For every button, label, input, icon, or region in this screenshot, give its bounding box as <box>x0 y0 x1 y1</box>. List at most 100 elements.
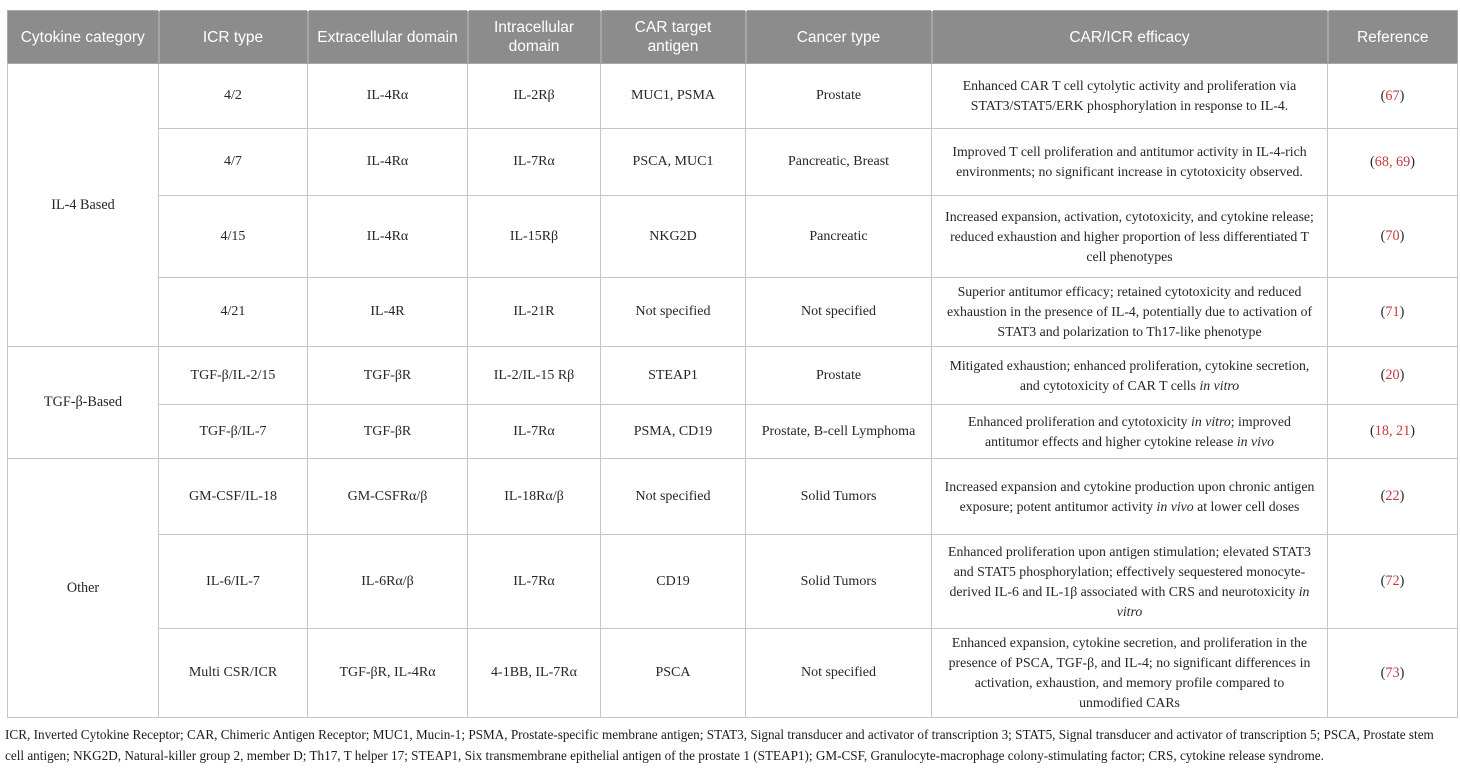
cell-reference: (18, 21) <box>1327 404 1458 459</box>
cell-extracellular: IL-4Rα <box>307 195 468 278</box>
cell-efficacy: Increased expansion and cytokine product… <box>931 458 1328 535</box>
cell-efficacy: Improved T cell proliferation and antitu… <box>931 128 1328 196</box>
cell-efficacy: Superior antitumor efficacy; retained cy… <box>931 277 1328 347</box>
cell-efficacy: Enhanced expansion, cytokine secretion, … <box>931 628 1328 718</box>
cell-extracellular: IL-4Rα <box>307 128 468 196</box>
cell-reference: (72) <box>1327 534 1458 629</box>
cell-reference: (70) <box>1327 195 1458 278</box>
cell-antigen: NKG2D <box>600 195 746 278</box>
cell-reference: (68, 69) <box>1327 128 1458 196</box>
cell-cancer: Pancreatic <box>745 195 932 278</box>
cell-cancer: Prostate <box>745 346 932 405</box>
table-row: 4/21 IL-4R IL-21R Not specified Not specifie… <box>8 277 1458 347</box>
table-row: Other GM-CSF/IL-18 GM-CSFRα/β IL-18Rα/β Not … <box>7 458 1458 718</box>
citation-link[interactable]: 18 <box>1374 423 1389 439</box>
citation-link[interactable]: 73 <box>1385 664 1400 681</box>
col-header-category: Cytokine category <box>7 10 159 64</box>
cell-antigen: Not specified <box>600 277 746 347</box>
cell-intracellular: IL-7Rα <box>467 128 601 196</box>
citation-link[interactable]: 72 <box>1385 573 1400 589</box>
cell-reference: (20) <box>1327 346 1458 405</box>
cell-cancer: Solid Tumors <box>745 458 932 535</box>
cell-icr_type: 4/15 <box>158 195 308 278</box>
cell-intracellular: 4-1BB, IL-7Rα <box>467 628 601 718</box>
cell-icr_type: TGF-β/IL-2/15 <box>158 346 308 405</box>
cell-intracellular: IL-15Rβ <box>467 195 601 278</box>
table-row: 4/7 IL-4Rα IL-7Rα PSCA, MUC1 Pancreatic, Bre… <box>8 128 1458 196</box>
category-cell: IL-4 Based <box>7 63 159 347</box>
cell-antigen: CD19 <box>600 534 746 629</box>
col-header-efficacy: CAR/ICR efficacy <box>930 10 1328 64</box>
cell-intracellular: IL-7Rα <box>467 534 601 629</box>
cell-intracellular: IL-2Rβ <box>467 63 601 129</box>
col-header-extracellular: Extracellular domain <box>306 10 468 64</box>
cell-extracellular: TGF-βR <box>307 346 468 405</box>
cell-icr_type: TGF-β/IL-7 <box>158 404 308 459</box>
table-body: IL-4 Based 4/2 IL-4Rα IL-2Rβ MUC1, PSMA Prost… <box>7 63 1458 718</box>
cell-efficacy: Increased expansion, activation, cytotox… <box>931 195 1328 278</box>
citation-link[interactable]: 21 <box>1396 423 1411 439</box>
citation-link[interactable]: 71 <box>1385 303 1400 320</box>
cell-icr_type: 4/2 <box>158 63 308 129</box>
table-row: TGF-β-Based TGF-β/IL-2/15 TGF-βR IL-2/IL-15… <box>7 346 1458 459</box>
cell-efficacy: Enhanced CAR T cell cytolytic activity a… <box>931 63 1328 129</box>
citation-link[interactable]: 68 <box>1374 153 1389 170</box>
cell-extracellular: IL-4Rα <box>307 63 468 129</box>
cell-reference: (71) <box>1327 277 1458 347</box>
category-cell: TGF-β-Based <box>7 346 159 459</box>
cell-antigen: MUC1, PSMA <box>600 63 746 129</box>
citation-link[interactable]: 70 <box>1385 228 1400 244</box>
cell-reference: (73) <box>1327 628 1458 718</box>
citation-link[interactable]: 20 <box>1385 367 1400 383</box>
col-header-intracellular: Intracellular domain <box>466 10 601 64</box>
header-row: Cytokine category ICR type Extracellular d… <box>7 10 1458 64</box>
cytokine-table: Cytokine category ICR type Extracellular d… <box>7 10 1458 718</box>
citation-link[interactable]: 69 <box>1396 153 1411 170</box>
col-header-antigen: CAR target antigen <box>599 10 746 64</box>
cell-icr_type: GM-CSF/IL-18 <box>158 458 308 535</box>
cell-intracellular: IL-2/IL-15 Rβ <box>467 346 601 405</box>
cell-cancer: Pancreatic, Breast <box>745 128 932 196</box>
cell-efficacy: Enhanced proliferation and cytotoxicity … <box>931 404 1328 459</box>
cell-icr_type: IL-6/IL-7 <box>158 534 308 629</box>
table-row: TGF-β/IL-7 TGF-βR IL-7Rα PSMA, CD19 Prostate… <box>8 404 1458 459</box>
cell-antigen: Not specified <box>600 458 746 535</box>
table-row: IL-4 Based 4/2 IL-4Rα IL-2Rβ MUC1, PSMA Prost… <box>7 63 1458 347</box>
cell-cancer: Prostate <box>745 63 932 129</box>
cell-antigen: PSCA <box>600 628 746 718</box>
table-header: Cytokine category ICR type Extracellular d… <box>7 10 1458 64</box>
cell-reference: (22) <box>1327 458 1458 535</box>
category-cell: Other <box>7 458 159 718</box>
cell-efficacy: Enhanced proliferation upon antigen stim… <box>931 534 1328 629</box>
cell-cancer: Solid Tumors <box>745 534 932 629</box>
cell-efficacy: Mitigated exhaustion; enhanced prolifera… <box>931 346 1328 405</box>
cell-extracellular: TGF-βR <box>307 404 468 459</box>
cell-intracellular: IL-21R <box>467 277 601 347</box>
cell-reference: (67) <box>1327 63 1458 129</box>
cell-icr_type: 4/21 <box>158 277 308 347</box>
table-row: 4/15 IL-4Rα IL-15Rβ NKG2D Pancreatic Increase… <box>8 195 1458 278</box>
table-row: Multi CSR/ICR TGF-βR, IL-4Rα 4-1BB, IL-7Rα… <box>8 628 1458 718</box>
citation-separator: , <box>1388 423 1397 439</box>
citation-link[interactable]: 67 <box>1385 87 1400 104</box>
cell-intracellular: IL-7Rα <box>467 404 601 459</box>
table-footnote: ICR, Inverted Cytokine Receptor; CAR, Ch… <box>5 727 1434 763</box>
col-header-icr_type: ICR type <box>157 10 308 64</box>
cell-antigen: STEAP1 <box>600 346 746 405</box>
cell-intracellular: IL-18Rα/β <box>467 458 601 535</box>
col-header-reference: Reference <box>1326 10 1458 64</box>
cell-icr_type: Multi CSR/ICR <box>158 628 308 718</box>
cell-cancer: Not specified <box>745 277 932 347</box>
paper-table-page: Cytokine category ICR type Extracellular d… <box>0 10 1460 772</box>
cell-cancer: Prostate, B-cell Lymphoma <box>745 404 932 459</box>
citation-link[interactable]: 22 <box>1385 488 1400 504</box>
cell-icr_type: 4/7 <box>158 128 308 196</box>
cell-extracellular: TGF-βR, IL-4Rα <box>307 628 468 718</box>
cell-cancer: Not specified <box>745 628 932 718</box>
cell-antigen: PSCA, MUC1 <box>600 128 746 196</box>
cell-extracellular: IL-6Rα/β <box>307 534 468 629</box>
citation-separator: , <box>1388 153 1397 170</box>
table-row: IL-6/IL-7 IL-6Rα/β IL-7Rα CD19 Solid Tumors E… <box>8 534 1458 629</box>
col-header-cancer: Cancer type <box>744 10 932 64</box>
cell-antigen: PSMA, CD19 <box>600 404 746 459</box>
